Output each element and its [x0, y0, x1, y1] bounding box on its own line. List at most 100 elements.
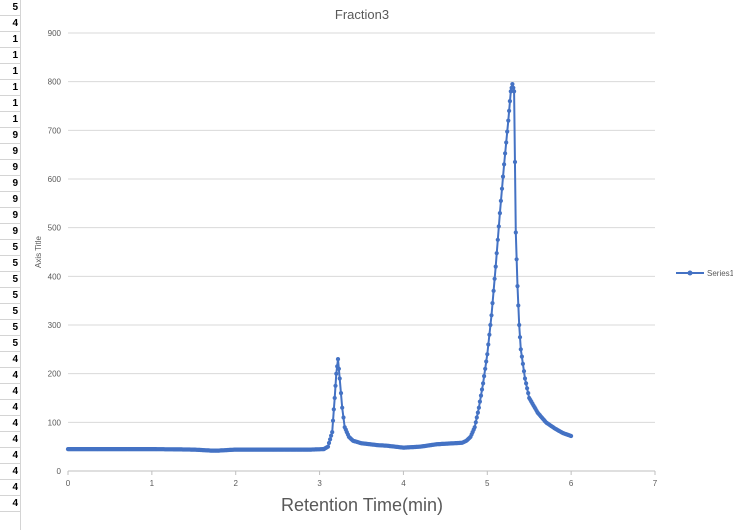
- sheet-cell[interactable]: 4: [0, 448, 20, 464]
- data-point: [498, 198, 503, 203]
- sheet-cell[interactable]: 4: [0, 352, 20, 368]
- data-point: [522, 376, 528, 381]
- sheet-cell[interactable]: 4: [0, 384, 20, 400]
- sheet-cell[interactable]: 5: [0, 256, 20, 272]
- sheet-cell[interactable]: 5: [0, 304, 20, 320]
- data-point: [482, 374, 487, 379]
- legend-series1-marker: [687, 270, 693, 276]
- sheet-cell[interactable]: 4: [0, 16, 20, 32]
- sheet-cell[interactable]: 1: [0, 64, 20, 80]
- data-point: [513, 230, 518, 235]
- data-point: [340, 405, 345, 410]
- sheet-cell[interactable]: 4: [0, 496, 20, 512]
- x-tick-label: 7: [653, 479, 658, 488]
- y-tick-label: 800: [48, 78, 62, 87]
- sheet-cell[interactable]: 4: [0, 368, 20, 384]
- sheet-cell[interactable]: 1: [0, 80, 20, 96]
- data-point: [336, 366, 341, 371]
- chart-area[interactable]: 0 100 200 300 400 500 600 700 800 900 0 1 2 3 4 5 6 7 Fr…: [21, 0, 733, 530]
- x-tick-label: 1: [150, 479, 155, 488]
- data-point: [507, 108, 512, 113]
- data-point: [515, 284, 520, 289]
- data-point: [516, 303, 521, 308]
- x-tick-label: 5: [485, 479, 490, 488]
- data-point: [488, 322, 493, 328]
- sheet-cell[interactable]: 4: [0, 400, 20, 416]
- data-point: [514, 257, 519, 262]
- sheet-cell[interactable]: 9: [0, 160, 20, 176]
- plot-series: [65, 82, 574, 453]
- data-point: [341, 415, 346, 420]
- data-point: [484, 359, 489, 364]
- sheet-cell[interactable]: 4: [0, 480, 20, 496]
- data-point: [486, 342, 491, 347]
- data-point: [499, 186, 505, 191]
- sheet-cell[interactable]: 5: [0, 0, 20, 16]
- data-point: [489, 313, 494, 318]
- data-point: [510, 82, 515, 87]
- sheet-cell[interactable]: 9: [0, 176, 20, 192]
- sheet-cell[interactable]: 5: [0, 240, 20, 256]
- y-tick-label: 100: [48, 418, 62, 427]
- sheet-cell[interactable]: 5: [0, 320, 20, 336]
- sheet-cell[interactable]: 1: [0, 96, 20, 112]
- data-point: [517, 322, 522, 328]
- sheet-cell[interactable]: 1: [0, 32, 20, 48]
- sheet-cell[interactable]: 9: [0, 144, 20, 160]
- data-point: [330, 430, 335, 435]
- data-point: [496, 224, 501, 229]
- data-point: [494, 251, 499, 256]
- sheet-cell[interactable]: 5: [0, 336, 20, 352]
- data-point: [512, 89, 517, 94]
- chart-title: Fraction3: [335, 7, 389, 22]
- data-point: [505, 129, 510, 134]
- sheet-cell[interactable]: 9: [0, 224, 20, 240]
- sheet-cell[interactable]: 1: [0, 48, 20, 64]
- data-point: [502, 162, 507, 167]
- data-point: [524, 381, 529, 386]
- data-point: [335, 357, 341, 362]
- x-tick-label: 3: [317, 479, 322, 488]
- sheet-cell[interactable]: 5: [0, 272, 20, 288]
- sheet-cell[interactable]: 5: [0, 288, 20, 304]
- sheet-cell[interactable]: 4: [0, 416, 20, 432]
- sheet-cell[interactable]: 9: [0, 208, 20, 224]
- data-point: [478, 393, 484, 398]
- data-point: [492, 276, 497, 281]
- y-tick-label: 0: [57, 467, 62, 476]
- legend-series1-label: Series1: [707, 269, 733, 278]
- data-point: [325, 444, 331, 449]
- data-point: [569, 433, 574, 439]
- x-axis-label: Retention Time(min): [281, 495, 443, 515]
- x-tick-label: 2: [233, 479, 238, 488]
- data-point: [333, 383, 338, 388]
- y-tick-label: 300: [48, 321, 62, 330]
- data-point: [490, 301, 495, 306]
- data-point: [507, 99, 512, 104]
- data-point: [326, 440, 332, 446]
- data-point: [479, 387, 485, 392]
- data-point: [472, 425, 477, 430]
- data-point: [495, 237, 500, 242]
- data-point: [500, 174, 506, 179]
- data-point: [474, 415, 479, 420]
- data-point: [476, 405, 481, 410]
- data-point: [475, 410, 480, 415]
- y-tick-label: 200: [48, 370, 62, 379]
- data-point: [517, 335, 523, 340]
- sheet-cell[interactable]: 4: [0, 464, 20, 480]
- data-point: [491, 288, 496, 293]
- data-point: [525, 386, 530, 391]
- sheet-cell[interactable]: 1: [0, 112, 20, 128]
- data-point: [493, 264, 498, 269]
- data-point: [477, 399, 482, 404]
- sheet-cell[interactable]: 4: [0, 432, 20, 448]
- data-point: [504, 140, 509, 145]
- sheet-cell[interactable]: 9: [0, 192, 20, 208]
- sheet-cell[interactable]: 9: [0, 128, 20, 144]
- legend: Series1: [676, 269, 733, 278]
- x-tick-labels: 0 1 2 3 4 5 6 7: [66, 479, 658, 488]
- y-tick-label: 500: [48, 224, 62, 233]
- data-point: [520, 361, 525, 366]
